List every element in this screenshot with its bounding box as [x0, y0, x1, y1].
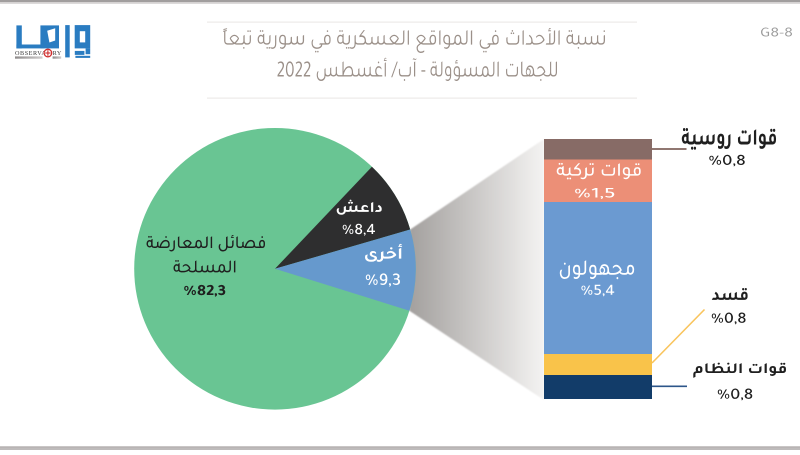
- svg-text:RY: RY: [53, 50, 62, 57]
- svg-text:OBSERVAT: OBSERVAT: [15, 50, 50, 57]
